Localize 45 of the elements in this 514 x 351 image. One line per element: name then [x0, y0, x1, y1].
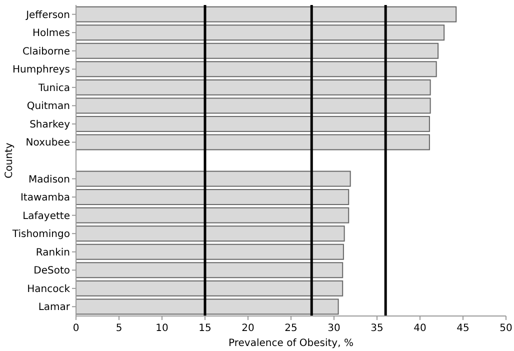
bar	[76, 207, 350, 224]
x-tick-label: 50	[500, 323, 512, 334]
x-tick-label: 45	[456, 323, 470, 334]
x-tick-label: 35	[370, 323, 384, 334]
y-tick-label: Lafayette	[22, 210, 70, 222]
y-tick-label: Tishomingo	[11, 229, 70, 240]
bar	[76, 189, 350, 206]
bar	[76, 170, 351, 187]
bar	[76, 98, 431, 114]
bar	[76, 226, 345, 242]
x-tick-label: 40	[414, 323, 426, 334]
bar	[76, 116, 430, 132]
y-tick-label: Holmes	[32, 28, 70, 40]
x-tick-label: 0	[72, 323, 80, 334]
x-tick-label: 10	[156, 323, 168, 334]
bar	[76, 280, 344, 296]
y-tick-label: Tunica	[37, 82, 70, 94]
y-tick-label: Itawamba	[20, 192, 70, 204]
x-tick-label: 15	[198, 323, 212, 334]
x-tick-label: 30	[328, 323, 340, 334]
bar	[76, 42, 439, 59]
y-tick-label: Madison	[28, 174, 70, 186]
bar	[76, 24, 445, 41]
bar	[76, 134, 430, 150]
y-tick-label: Humphreys	[12, 64, 70, 76]
y-tick-label: Quitman	[26, 101, 70, 112]
bar	[76, 6, 457, 22]
bar	[76, 244, 344, 260]
y-tick-label: Hancock	[27, 284, 70, 295]
y-tick-label: Jefferson	[25, 10, 70, 21]
x-tick-label: 25	[284, 323, 298, 334]
x-tick-label: 5	[116, 323, 122, 334]
y-tick-label: Sharkey	[30, 119, 70, 130]
x-tick-label: 20	[242, 323, 254, 334]
bar	[76, 298, 339, 315]
y-tick-label: DeSoto	[34, 266, 70, 277]
y-tick-label: Claiborne	[22, 46, 70, 58]
y-tick-label: Rankin	[36, 247, 70, 258]
y-tick-label: Noxubee	[26, 138, 70, 149]
bar	[76, 61, 437, 78]
y-axis-title: County	[4, 142, 15, 178]
x-axis-title: Prevalence of Obesity, %	[228, 338, 354, 349]
bar	[76, 262, 344, 278]
y-tick-label: Lamar	[38, 302, 71, 314]
bar	[76, 79, 431, 96]
